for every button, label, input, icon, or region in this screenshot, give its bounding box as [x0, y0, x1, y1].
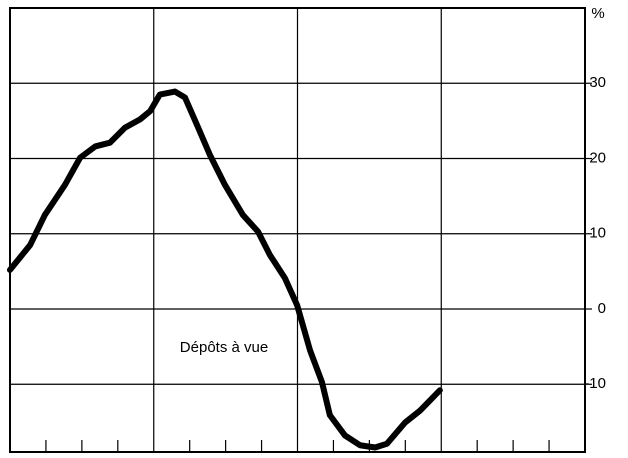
y-tick-label: 10 [589, 225, 606, 242]
y-axis-label: % [591, 5, 604, 22]
plot-frame [9, 7, 586, 453]
y-tick-label: -10 [584, 375, 606, 392]
y-tick-label: 0 [598, 300, 606, 317]
y-tick-label: 30 [589, 74, 606, 91]
data-line [7, 88, 443, 451]
annotation: Dépôts à vue [180, 339, 268, 356]
y-tick-label: 20 [589, 149, 606, 166]
